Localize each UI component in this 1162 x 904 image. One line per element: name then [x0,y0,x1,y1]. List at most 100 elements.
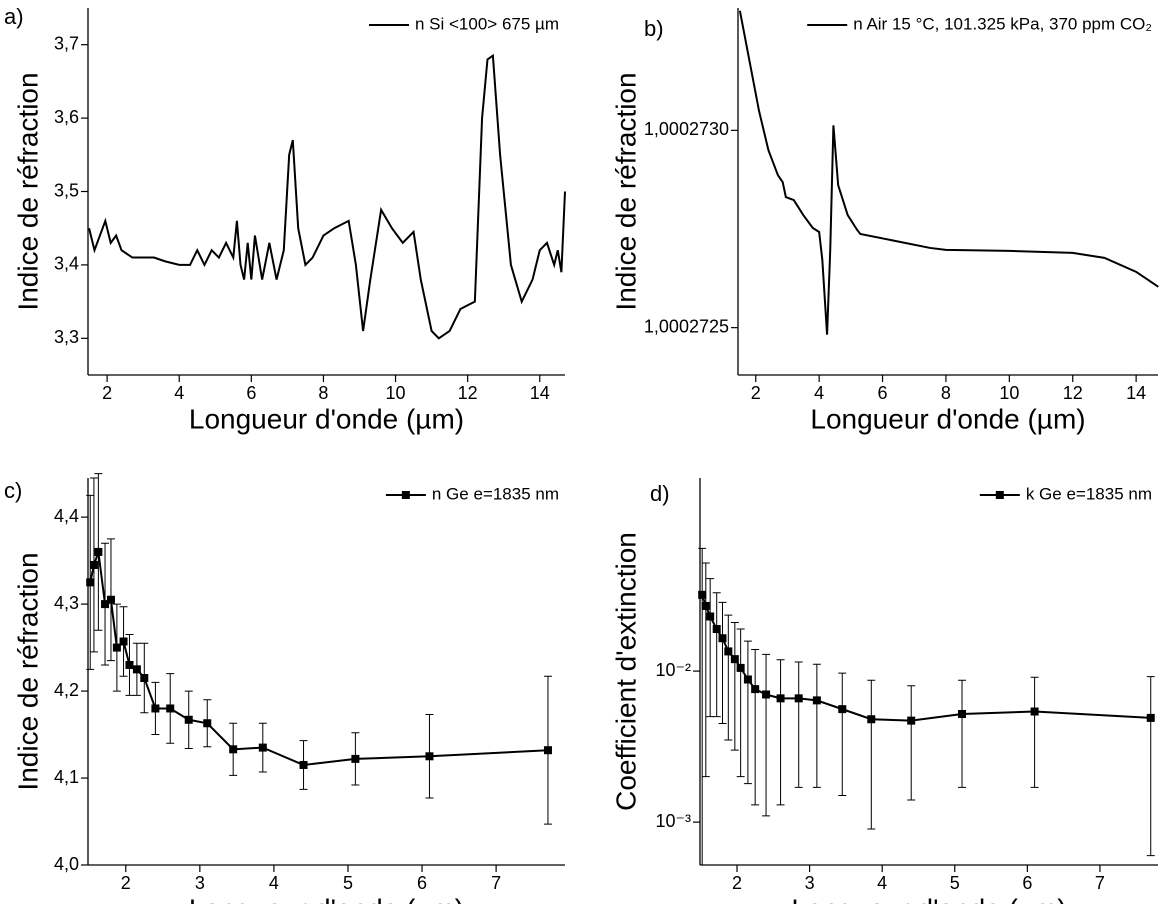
data-line [88,53,566,340]
error-bar [698,547,707,865]
error-bar [751,649,760,806]
data-marker [706,612,715,621]
y-axis-title: Indice de réfraction [610,72,641,310]
x-tick-label: 3 [195,873,205,893]
x-axis-title: Longueur d'onde (µm) [810,403,1085,434]
panel-label: c) [4,478,22,503]
x-tick-label: 6 [1022,873,1032,893]
y-tick-label: 4,4 [54,506,79,526]
data-marker [958,709,967,718]
data-marker [762,690,771,699]
x-tick-label: 3 [805,873,815,893]
data-marker [701,601,710,610]
x-tick-label: 4 [269,873,279,893]
data-marker [743,675,752,684]
y-tick-label: 3,3 [54,327,79,347]
y-tick-label: 10⁻² [655,660,691,680]
data-marker [1030,707,1039,716]
data-marker [907,716,916,725]
x-tick-label: 10 [386,383,406,403]
x-tick-label: 12 [458,383,478,403]
y-tick-label: 3,5 [54,180,79,200]
data-marker [112,643,121,652]
data-marker [812,696,821,705]
data-marker [724,647,733,656]
data-marker [184,715,193,724]
data-line [701,594,1151,722]
data-marker [712,625,721,634]
error-bar [730,621,739,751]
y-tick-label: 3,6 [54,107,79,127]
data-marker [425,752,434,761]
y-axis-title: Coefficient d'extinction [610,532,641,811]
error-bar [724,614,733,741]
y-tick-label: 10⁻³ [655,811,691,831]
data-marker [736,663,745,672]
x-tick-label: 10 [999,383,1019,403]
x-tick-label: 2 [732,873,742,893]
data-marker [86,578,95,587]
error-bar [706,578,715,718]
y-tick-label: 4,2 [54,680,79,700]
legend-label: k Ge e=1835 nm [1026,484,1152,503]
x-tick-label: 4 [174,383,184,403]
x-tick-label: 4 [814,383,824,403]
y-tick-label: 4,1 [54,767,79,787]
data-marker [299,760,308,769]
error-bar [776,659,785,806]
data-marker [794,694,803,703]
error-bar [1030,676,1039,788]
panel: 2 4 6 8 10 12 14 3,3 3,4 3,5 3,6 3,7 a) Longueur d'on… [4,4,566,434]
data-line [738,10,1159,335]
data-marker [140,674,149,683]
y-tick-label: 3,4 [54,254,79,274]
error-bar [867,679,876,830]
x-tick-label: 2 [751,383,761,403]
error-bar [812,663,821,788]
data-marker [229,745,238,754]
x-tick-label: 6 [246,383,256,403]
data-marker [718,634,727,643]
data-marker [258,743,267,752]
error-bar [712,592,721,718]
panel: 2 3 4 5 6 7 10⁻³ 10⁻² d) Longueur d'onde (µm) Coef… [610,478,1158,904]
error-bar [907,685,916,801]
data-line [89,551,549,767]
data-marker [351,754,360,763]
data-marker [867,715,876,724]
data-marker [166,704,175,713]
data-marker [106,595,115,604]
data-marker [751,685,760,694]
x-tick-label: 7 [1095,873,1105,893]
panel-label: d) [650,481,670,506]
error-bar [762,653,771,817]
legend-marker [401,491,410,499]
data-marker [151,704,160,713]
data-marker [203,719,212,728]
error-bar [1146,676,1155,857]
error-bar [743,640,752,785]
data-marker [698,590,707,599]
x-tick-label: 8 [318,383,328,403]
data-marker [132,665,141,674]
error-bar [838,672,847,797]
x-tick-label: 2 [121,873,131,893]
error-bar [718,601,727,724]
data-marker [89,560,98,569]
y-tick-label: 1,0002730 [644,119,729,139]
error-bar [958,679,967,788]
y-axis-title: Indice de réfraction [12,72,43,310]
data-marker [101,600,110,609]
error-bar [794,661,803,788]
x-tick-label: 6 [878,383,888,403]
x-tick-label: 14 [530,383,550,403]
legend-label: n Ge e=1835 nm [432,484,559,503]
x-axis-title: Longueur d'onde (µm) [791,893,1066,904]
panel-label: a) [4,4,24,29]
data-marker [730,655,739,664]
y-tick-label: 3,7 [54,33,79,53]
y-tick-label: 4,3 [54,593,79,613]
x-tick-label: 8 [941,383,951,403]
data-marker [838,705,847,714]
